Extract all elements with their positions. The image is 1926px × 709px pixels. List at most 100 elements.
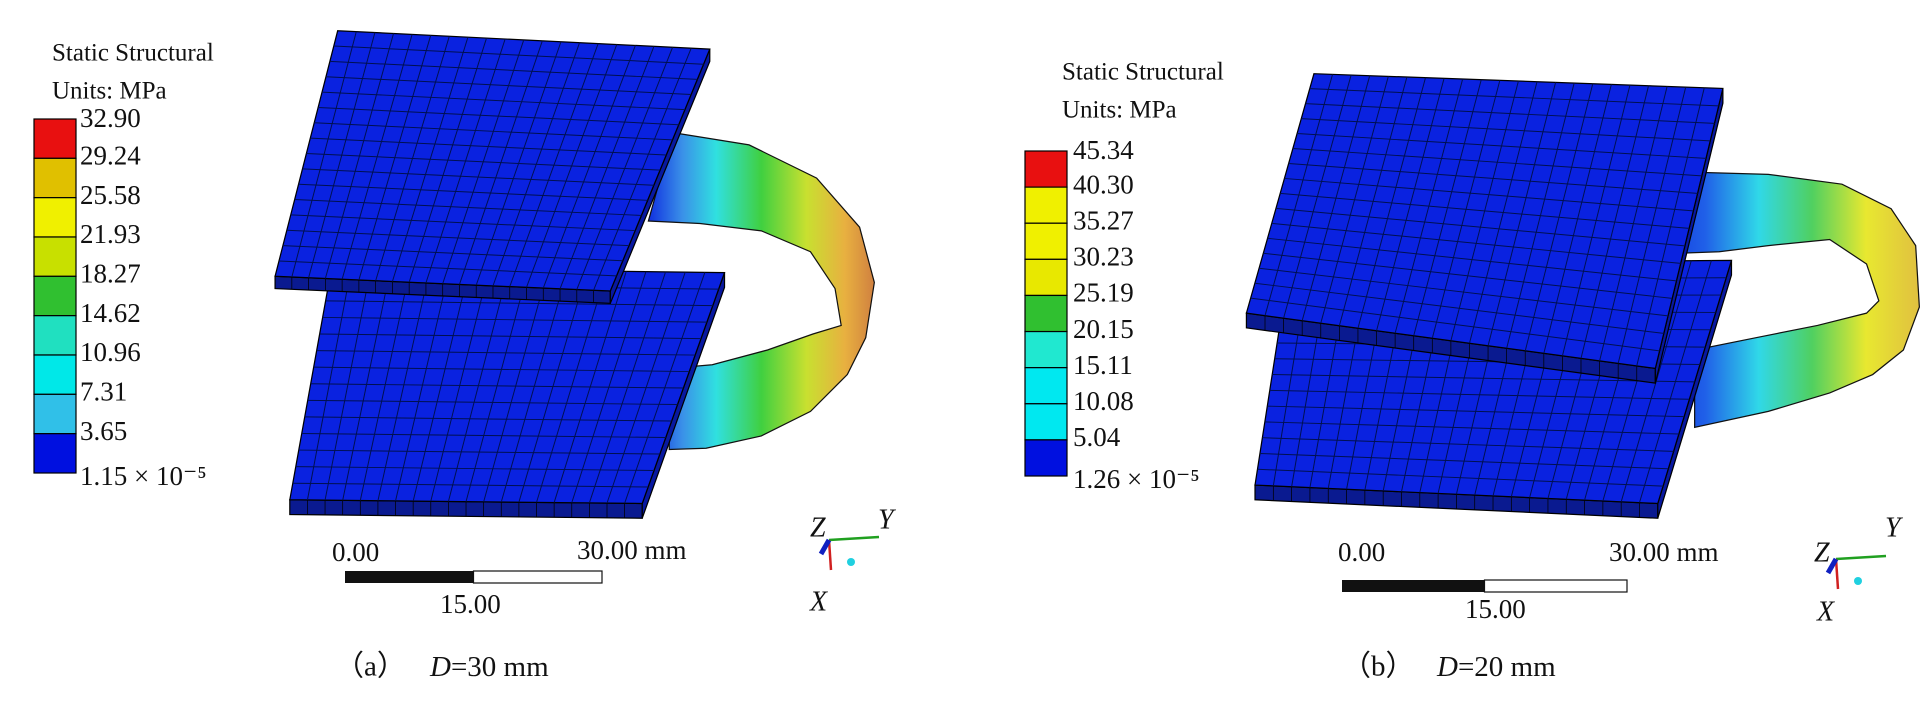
legend-swatch (1024, 403, 1068, 441)
mesh-line (1264, 421, 1679, 435)
mesh-line (298, 449, 660, 455)
scale-mid: 15.00 (440, 589, 501, 619)
mesh-line (316, 350, 696, 356)
legend-label: 7.31 (80, 377, 127, 407)
legend-swatch (33, 354, 77, 395)
axis-z-label: Z (810, 512, 826, 543)
legend-swatch (33, 197, 77, 238)
mesh-line (318, 106, 679, 126)
legend-units: Units: MPa (1062, 97, 1177, 124)
mesh-line (1280, 192, 1690, 229)
mesh-line (1292, 148, 1702, 177)
mesh-line (1263, 252, 1673, 299)
mesh-line (1271, 222, 1681, 264)
mesh-line (325, 76, 692, 95)
axis-x-arrow (1834, 558, 1840, 590)
legend-swatch (1024, 222, 1068, 260)
mesh-line (322, 316, 707, 323)
mesh-line (295, 466, 655, 471)
mesh-line (294, 199, 642, 216)
mesh-line (1284, 177, 1694, 212)
legend-swatch (1024, 258, 1068, 297)
legend-swatch (33, 315, 77, 356)
legend-label: 5.04 (1073, 422, 1121, 452)
mesh-line (304, 416, 672, 422)
legend-swatch (33, 433, 77, 474)
caption-value: =20 mm (1458, 651, 1556, 683)
caption-value: =30 mm (451, 651, 549, 683)
axis-y-label: Y (1885, 512, 1904, 543)
scale-bar-black (1342, 580, 1485, 592)
mesh-line (1267, 237, 1677, 282)
axis-dot (1854, 577, 1862, 585)
model-geometry (274, 30, 1920, 519)
legend-label: 29.24 (80, 141, 141, 171)
legend-swatch (1024, 367, 1068, 405)
legend-label: 25.19 (1073, 278, 1134, 308)
caption-tag: （b） (1342, 651, 1415, 683)
axis-z-arrow (818, 538, 832, 556)
legend-units: Units: MPa (52, 78, 167, 105)
caption-tag: （a） (335, 651, 406, 683)
mesh-line (301, 432, 666, 439)
scale-mid: 15.00 (1465, 594, 1526, 624)
mesh-line (1259, 452, 1669, 470)
legend-label: 45.34 (1073, 135, 1134, 165)
mesh-line (306, 153, 661, 171)
caption-variable: D (1436, 651, 1458, 683)
caption: D=30 mm (429, 651, 549, 683)
mesh-line (282, 245, 623, 262)
legend-label: 25.58 (80, 180, 141, 210)
legend-swatch (1024, 294, 1068, 333)
mesh-line (313, 366, 690, 373)
axis-x-arrow (827, 539, 833, 571)
mesh-line (1262, 437, 1674, 452)
legend-label: 32.90 (80, 103, 141, 133)
legend-swatch (1024, 150, 1068, 188)
mesh-line (290, 214, 636, 232)
mesh-line (1272, 374, 1695, 383)
legend-title: Static Structural (52, 40, 214, 67)
mesh-line (1250, 297, 1660, 352)
caption: D=20 mm (1436, 651, 1556, 683)
mesh-line (292, 482, 649, 488)
mesh-line (1254, 282, 1664, 334)
legend-label: 21.93 (80, 219, 141, 249)
legend-label: 35.27 (1073, 205, 1134, 235)
mesh-line (1309, 88, 1719, 107)
scale-bar-white (1483, 579, 1628, 593)
axis-y-arrow (828, 535, 880, 542)
mesh-line (325, 300, 713, 307)
legend-label: 1.26 × 10⁻⁵ (1073, 464, 1200, 494)
mesh-line (333, 45, 704, 65)
legend-swatch (33, 236, 77, 277)
legend-swatch (1024, 439, 1068, 477)
legend-swatch (33, 393, 77, 435)
mesh-line (314, 122, 673, 141)
mesh-line (298, 183, 648, 201)
mesh-line (322, 91, 685, 111)
legend-label: 3.65 (80, 416, 127, 446)
legend-title: Static Structural (1062, 59, 1224, 86)
legend-label: 10.96 (80, 337, 141, 367)
axis-x-label: X (1816, 596, 1835, 627)
mesh-line (286, 229, 629, 247)
legend-label: 40.30 (1073, 169, 1134, 199)
mesh-line (1269, 389, 1690, 400)
mesh-line (1305, 103, 1715, 124)
legend-swatch (33, 275, 77, 317)
mesh-line (1275, 207, 1685, 247)
scale-start: 0.00 (1338, 537, 1385, 567)
legend-label: 20.15 (1073, 314, 1134, 344)
scale-bar-black (345, 571, 474, 583)
strap (1651, 171, 1920, 429)
mesh-line (1301, 118, 1711, 142)
axis-z-label: Z (1814, 537, 1830, 568)
axis-x-label: X (809, 586, 828, 617)
legend-label: 15.11 (1073, 350, 1133, 380)
legend-label: 1.15 × 10⁻⁵ (80, 461, 207, 491)
mesh-line (310, 137, 667, 156)
legend-label: 18.27 (80, 259, 141, 289)
plate-top (274, 30, 711, 292)
scale-end: 30.00 mm (1609, 537, 1719, 567)
